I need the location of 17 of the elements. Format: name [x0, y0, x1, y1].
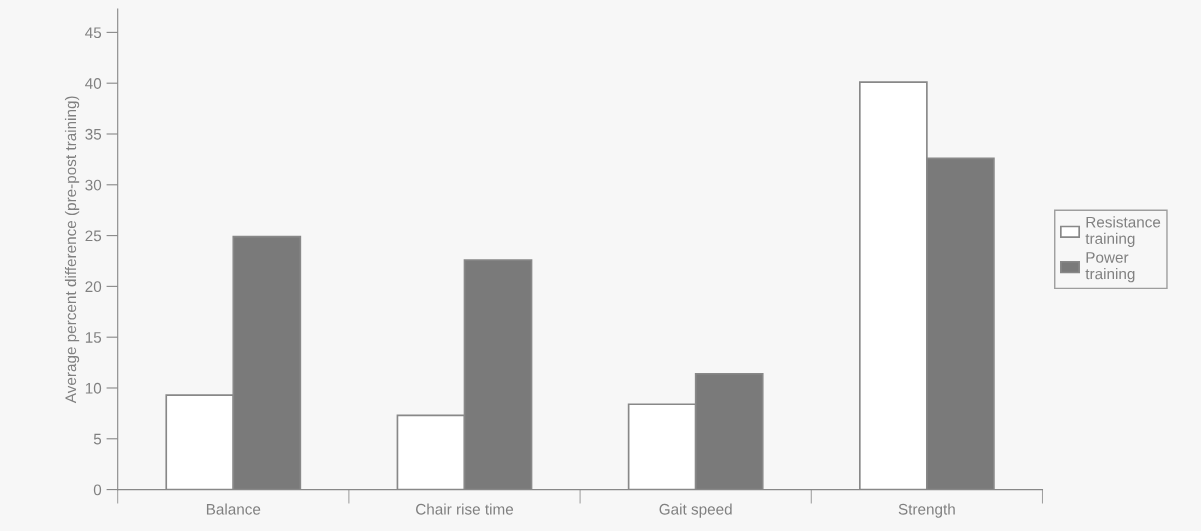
y-tick-label: 15	[85, 332, 102, 343]
y-tick-label: 40	[85, 78, 102, 89]
y-tick-label: 25	[85, 230, 102, 242]
legend-label: Resistance training	[1085, 216, 1161, 248]
y-tick-label: 45	[85, 27, 102, 39]
x-tick-label: Strength	[898, 503, 955, 518]
y-tick-label: 0	[93, 484, 102, 496]
x-tick-label: Gait speed	[659, 503, 732, 518]
x-tick-label: Chair rise time	[416, 503, 514, 515]
y-tick-label: 5	[93, 433, 102, 445]
y-tick-label: 30	[85, 179, 102, 191]
y-tick-label: 35	[85, 128, 102, 140]
x-tick-label: Balance	[206, 503, 261, 515]
y-tick-label: 20	[85, 281, 102, 293]
legend-label: Power training	[1085, 252, 1135, 283]
y-tick-label: 10	[85, 382, 102, 394]
y-axis-title: Average percent difference (pre-post training)	[64, 96, 80, 404]
